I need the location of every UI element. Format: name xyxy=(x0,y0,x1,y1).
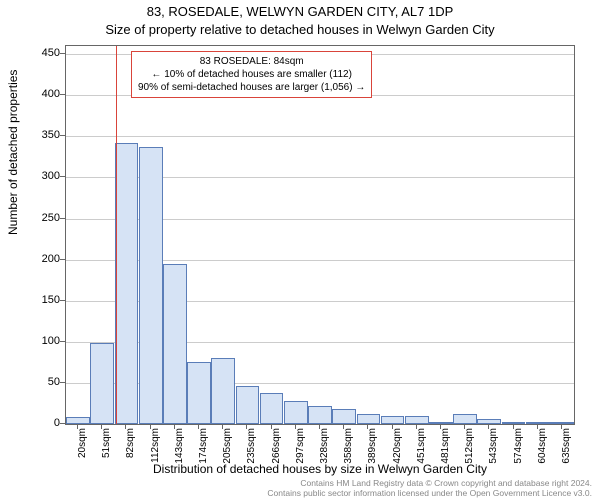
xtick-label: 297sqm xyxy=(295,428,306,468)
title-line-2: Size of property relative to detached ho… xyxy=(0,22,600,37)
ytick-mark xyxy=(60,300,65,301)
bar xyxy=(308,406,332,424)
ytick-mark xyxy=(60,135,65,136)
xtick-mark xyxy=(174,424,175,429)
xtick-label: 235sqm xyxy=(246,428,257,468)
ytick-label: 450 xyxy=(25,47,60,59)
xtick-mark xyxy=(319,424,320,429)
y-axis-label: Number of detached properties xyxy=(6,70,20,235)
annotation-line-2: ← 10% of detached houses are smaller (11… xyxy=(138,68,365,81)
xtick-mark xyxy=(271,424,272,429)
bar xyxy=(332,409,356,424)
xtick-label: 543sqm xyxy=(488,428,499,468)
ytick-mark xyxy=(60,382,65,383)
annotation-line-3: 90% of semi-detached houses are larger (… xyxy=(138,81,365,94)
bar xyxy=(550,422,574,424)
xtick-mark xyxy=(343,424,344,429)
xtick-label: 512sqm xyxy=(464,428,475,468)
xtick-mark xyxy=(150,424,151,429)
xtick-label: 174sqm xyxy=(198,428,209,468)
ytick-label: 150 xyxy=(25,294,60,306)
bar xyxy=(115,143,139,424)
xtick-label: 389sqm xyxy=(367,428,378,468)
xtick-label: 358sqm xyxy=(343,428,354,468)
copyright-text: Contains HM Land Registry data © Crown c… xyxy=(267,478,592,498)
xtick-label: 51sqm xyxy=(101,428,112,468)
bar xyxy=(405,416,429,424)
xtick-mark xyxy=(246,424,247,429)
xtick-label: 112sqm xyxy=(150,428,161,468)
title-line-1: 83, ROSEDALE, WELWYN GARDEN CITY, AL7 1D… xyxy=(0,4,600,19)
xtick-mark xyxy=(416,424,417,429)
xtick-mark xyxy=(537,424,538,429)
chart-container: 83, ROSEDALE, WELWYN GARDEN CITY, AL7 1D… xyxy=(0,0,600,500)
annotation-line-1: 83 ROSEDALE: 84sqm xyxy=(138,55,365,68)
xtick-label: 266sqm xyxy=(271,428,282,468)
bar xyxy=(453,414,477,424)
xtick-label: 451sqm xyxy=(416,428,427,468)
ytick-mark xyxy=(60,53,65,54)
bar xyxy=(429,422,453,424)
plot-area: 83 ROSEDALE: 84sqm← 10% of detached hous… xyxy=(65,45,575,425)
xtick-mark xyxy=(125,424,126,429)
xtick-label: 481sqm xyxy=(440,428,451,468)
xtick-label: 205sqm xyxy=(222,428,233,468)
bar xyxy=(139,147,163,424)
ytick-mark xyxy=(60,259,65,260)
ytick-label: 300 xyxy=(25,170,60,182)
bar xyxy=(260,393,284,424)
ytick-mark xyxy=(60,341,65,342)
ytick-mark xyxy=(60,94,65,95)
xtick-label: 20sqm xyxy=(77,428,88,468)
ytick-label: 0 xyxy=(25,417,60,429)
bar xyxy=(381,416,405,424)
xtick-label: 604sqm xyxy=(537,428,548,468)
xtick-label: 574sqm xyxy=(513,428,524,468)
ytick-label: 100 xyxy=(25,335,60,347)
bar xyxy=(187,362,211,424)
ytick-label: 50 xyxy=(25,376,60,388)
xtick-mark xyxy=(222,424,223,429)
bar xyxy=(357,414,381,424)
xtick-label: 143sqm xyxy=(174,428,185,468)
xtick-mark xyxy=(440,424,441,429)
xtick-label: 635sqm xyxy=(561,428,572,468)
xtick-label: 328sqm xyxy=(319,428,330,468)
annotation-box: 83 ROSEDALE: 84sqm← 10% of detached hous… xyxy=(131,51,372,98)
ytick-mark xyxy=(60,423,65,424)
xtick-mark xyxy=(464,424,465,429)
copyright-line-1: Contains HM Land Registry data © Crown c… xyxy=(267,478,592,488)
ytick-label: 200 xyxy=(25,253,60,265)
xtick-mark xyxy=(101,424,102,429)
xtick-label: 420sqm xyxy=(392,428,403,468)
bar xyxy=(526,422,550,424)
xtick-mark xyxy=(77,424,78,429)
xtick-mark xyxy=(561,424,562,429)
ytick-label: 400 xyxy=(25,88,60,100)
xtick-mark xyxy=(392,424,393,429)
reference-line xyxy=(116,46,117,424)
bar xyxy=(90,343,114,424)
xtick-mark xyxy=(488,424,489,429)
ytick-label: 250 xyxy=(25,212,60,224)
bar xyxy=(211,358,235,424)
bar xyxy=(163,264,187,424)
xtick-mark xyxy=(295,424,296,429)
xtick-mark xyxy=(198,424,199,429)
ytick-mark xyxy=(60,176,65,177)
gridline xyxy=(66,136,574,137)
bar xyxy=(284,401,308,424)
xtick-mark xyxy=(513,424,514,429)
ytick-label: 350 xyxy=(25,129,60,141)
xtick-mark xyxy=(367,424,368,429)
ytick-mark xyxy=(60,218,65,219)
xtick-label: 82sqm xyxy=(125,428,136,468)
copyright-line-2: Contains public sector information licen… xyxy=(267,488,592,498)
bar xyxy=(236,386,260,424)
